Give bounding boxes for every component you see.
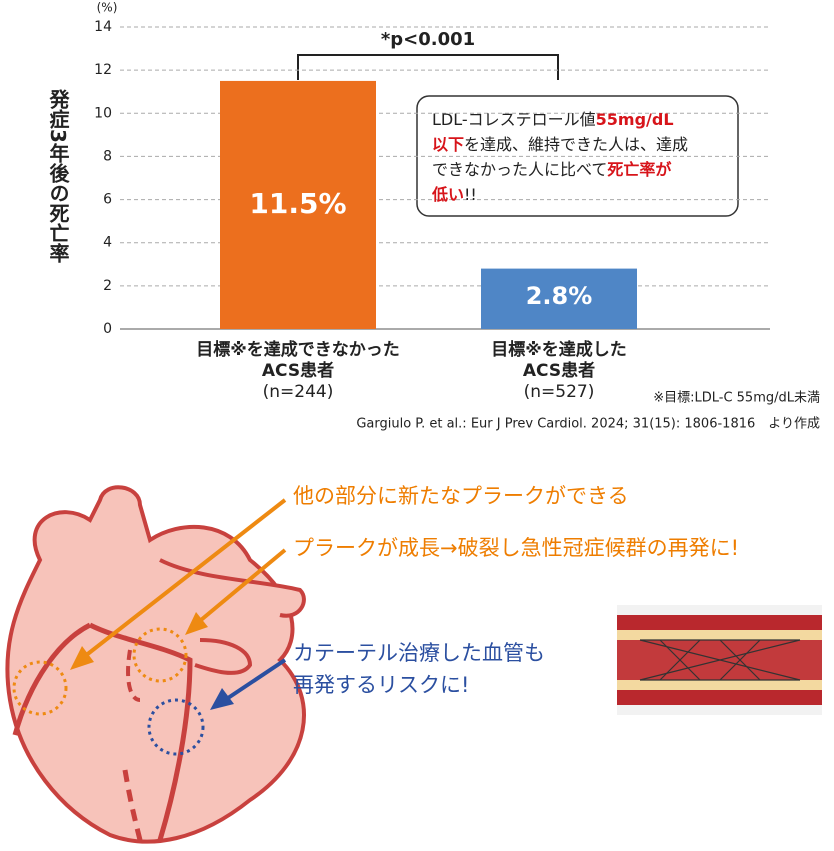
x-tick-label: ACS患者 (523, 360, 595, 381)
callout-segment: を達成、維持できた人は、達成 (464, 135, 688, 154)
callout-line: 以下を達成、維持できた人は、達成 (432, 135, 688, 154)
arrows (70, 498, 287, 710)
y-tick-label: 0 (103, 321, 112, 337)
callout-segment: できなかった人に比べて (432, 160, 607, 179)
y-tick-label: 8 (103, 148, 112, 164)
y-tick-label: 10 (94, 105, 112, 121)
x-tick-label: 目標※を達成できなかった (196, 339, 400, 360)
callout-segment: 死亡率が (607, 160, 671, 179)
illustration-label: 再発するリスクに! (293, 673, 469, 697)
stent-image (617, 605, 822, 715)
note: ※目標:LDL-C 55mg/dL未満 (653, 391, 820, 406)
callout-segment: 以下 (432, 135, 464, 154)
y-tick-label: 14 (94, 19, 112, 35)
callout-line: 低い!! (431, 185, 477, 204)
data-label: 11.5% (249, 187, 346, 220)
bar (481, 268, 637, 329)
data-label: 2.8% (526, 282, 593, 310)
heart (5, 485, 306, 844)
significance: *p<0.001 (381, 29, 475, 50)
y-tick-label: 6 (103, 192, 112, 208)
x-tick-label: (n=527) (524, 382, 595, 402)
y-tick-label: 2 (103, 278, 112, 294)
callout-segment: 55mg/dL (596, 110, 674, 129)
significance-bracket (297, 54, 559, 80)
y-tick-label: 12 (94, 62, 112, 78)
illustration-label: カテーテル治療した血管も (293, 641, 545, 665)
callout-line: できなかった人に比べて死亡率が (432, 160, 671, 179)
callout-segment: LDL-コレステロール値 (432, 110, 596, 129)
x-tick-label: 目標※を達成した (491, 339, 627, 360)
y-unit: (%) (97, 1, 118, 15)
illustration-label: 他の部分に新たなプラークができる (293, 484, 629, 508)
y-tick-label: 4 (103, 235, 112, 251)
illustration-label: プラークが成長→破裂し急性冠症候群の再発に! (293, 536, 739, 560)
callout-segment: !! (464, 185, 477, 204)
source: Gargiulo P. et al.: Eur J Prev Cardiol. … (356, 417, 820, 432)
x-tick-label: ACS患者 (262, 360, 334, 381)
callout-segment: 低い (431, 185, 464, 204)
x-tick-label: (n=244) (263, 382, 334, 402)
callout-line: LDL-コレステロール値55mg/dL (432, 110, 674, 129)
y-axis-label: 発症3年後の死亡率 (46, 88, 70, 264)
bar (220, 80, 376, 329)
